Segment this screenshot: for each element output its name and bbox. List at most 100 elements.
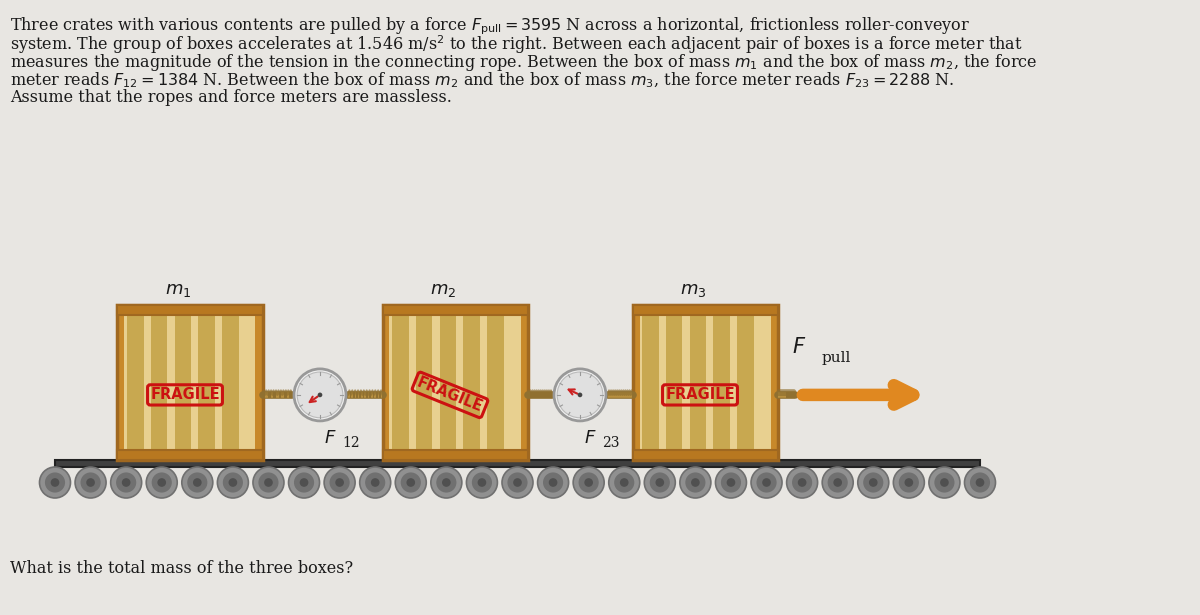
Circle shape [253, 467, 284, 498]
Bar [737, 312, 754, 453]
Bar [125, 312, 256, 453]
Circle shape [401, 472, 421, 493]
Circle shape [905, 478, 913, 487]
Bar [174, 312, 191, 453]
Circle shape [940, 478, 949, 487]
Circle shape [514, 478, 522, 487]
Bar [463, 312, 480, 453]
Circle shape [157, 478, 166, 487]
Text: $m_3$: $m_3$ [679, 281, 707, 299]
Bar [690, 312, 706, 453]
Circle shape [538, 467, 569, 498]
Circle shape [893, 467, 924, 498]
Bar [127, 312, 144, 453]
Bar [439, 312, 456, 453]
Circle shape [110, 467, 142, 498]
Text: $F$: $F$ [792, 337, 806, 357]
Circle shape [858, 467, 889, 498]
Circle shape [324, 467, 355, 498]
Circle shape [50, 478, 59, 487]
Circle shape [437, 472, 456, 493]
Circle shape [371, 478, 379, 487]
Circle shape [554, 369, 606, 421]
Circle shape [544, 472, 563, 493]
Bar [487, 312, 504, 453]
Circle shape [472, 472, 492, 493]
Circle shape [649, 472, 670, 493]
Circle shape [122, 478, 131, 487]
Circle shape [727, 478, 736, 487]
Circle shape [644, 467, 676, 498]
Circle shape [407, 478, 415, 487]
Circle shape [899, 472, 919, 493]
Circle shape [863, 472, 883, 493]
Circle shape [762, 478, 770, 487]
Circle shape [792, 472, 812, 493]
Circle shape [228, 478, 238, 487]
Circle shape [395, 467, 426, 498]
Circle shape [833, 478, 842, 487]
Bar [383, 450, 528, 460]
Bar [118, 305, 263, 460]
Circle shape [756, 472, 776, 493]
Bar [118, 305, 263, 315]
Circle shape [360, 467, 391, 498]
Circle shape [787, 467, 817, 498]
Text: measures the magnitude of the tension in the connecting rope. Between the box of: measures the magnitude of the tension in… [10, 52, 1037, 73]
Circle shape [431, 467, 462, 498]
Text: What is the total mass of the three boxes?: What is the total mass of the three boxe… [10, 560, 353, 577]
Text: $m_2$: $m_2$ [430, 281, 456, 299]
Circle shape [478, 478, 486, 487]
Text: system. The group of boxes accelerates at 1.546 m/s$^2$ to the right. Between ea: system. The group of boxes accelerates a… [10, 33, 1022, 56]
Circle shape [187, 472, 208, 493]
Circle shape [258, 472, 278, 493]
Circle shape [365, 472, 385, 493]
Circle shape [217, 467, 248, 498]
Bar [713, 312, 730, 453]
Circle shape [548, 478, 558, 487]
Bar [118, 450, 263, 460]
Circle shape [691, 478, 700, 487]
Circle shape [442, 478, 451, 487]
Circle shape [288, 467, 319, 498]
Circle shape [655, 478, 664, 487]
Circle shape [508, 472, 528, 493]
Bar [632, 305, 778, 315]
Circle shape [715, 467, 746, 498]
Text: Assume that the ropes and force meters are massless.: Assume that the ropes and force meters a… [10, 89, 452, 106]
Bar [642, 312, 659, 453]
Circle shape [614, 472, 635, 493]
Text: FRAGILE: FRAGILE [150, 387, 220, 402]
Circle shape [721, 472, 742, 493]
Text: $F$: $F$ [324, 429, 336, 447]
Circle shape [182, 467, 212, 498]
Bar [632, 305, 778, 460]
Circle shape [608, 467, 640, 498]
Bar [55, 460, 980, 467]
Circle shape [976, 478, 984, 487]
Circle shape [577, 392, 582, 397]
Circle shape [44, 472, 65, 493]
Circle shape [80, 472, 101, 493]
Circle shape [822, 467, 853, 498]
Bar [390, 312, 521, 453]
Circle shape [298, 372, 343, 418]
Text: 12: 12 [342, 436, 360, 450]
Text: 23: 23 [602, 436, 619, 450]
Circle shape [620, 478, 629, 487]
Circle shape [680, 467, 710, 498]
Bar [632, 450, 778, 460]
Circle shape [935, 472, 954, 493]
Circle shape [751, 467, 782, 498]
Circle shape [970, 472, 990, 493]
Circle shape [40, 467, 71, 498]
Bar [383, 305, 528, 315]
Circle shape [798, 478, 806, 487]
Circle shape [264, 478, 272, 487]
Bar [640, 312, 770, 453]
Circle shape [557, 372, 602, 418]
Circle shape [467, 467, 498, 498]
Circle shape [318, 392, 323, 397]
Circle shape [151, 472, 172, 493]
Bar [198, 312, 215, 453]
